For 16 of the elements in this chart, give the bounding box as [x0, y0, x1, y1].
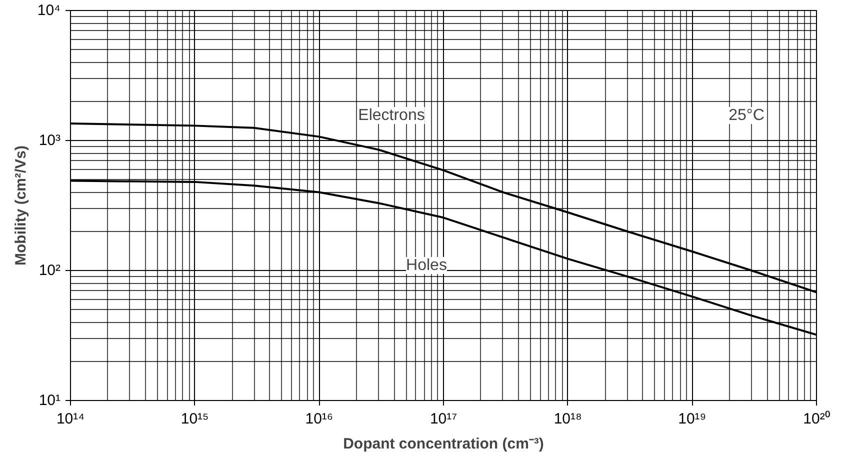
x-tick-label: 10¹⁴ [56, 410, 85, 428]
annotation: Electrons [358, 107, 425, 124]
x-tick-label: 10¹⁷ [430, 410, 458, 428]
x-axis-title: Dopant concentration (cm⁻³) [343, 436, 544, 452]
x-tick-label: 10¹⁶ [305, 410, 334, 428]
annotation: Holes [406, 257, 447, 274]
y-tick-label: 10² [38, 262, 61, 279]
y-tick-label: 10⁴ [37, 2, 61, 19]
x-tick-label: 10¹⁹ [678, 410, 706, 428]
y-tick-label: 10³ [38, 132, 61, 149]
y-axis-title: Mobility (cm²/Vs) [12, 145, 30, 266]
x-tick-label: 10¹⁵ [180, 410, 209, 428]
x-tick-label: 10¹⁸ [554, 410, 582, 428]
y-tick-label: 10¹ [38, 392, 61, 409]
x-tick-label: 10²⁰ [803, 410, 830, 428]
annotation: 25°C [728, 107, 764, 124]
